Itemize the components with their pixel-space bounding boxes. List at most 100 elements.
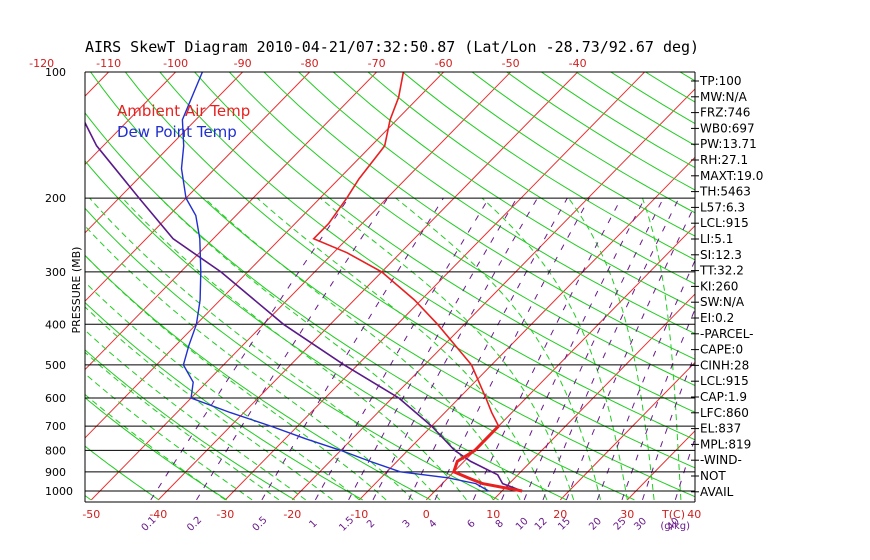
x-tick-label-bottom: -20 (283, 508, 301, 521)
dry-adiabat-line (159, 72, 695, 441)
isotherm-line (85, 72, 444, 439)
mixing-ratio-line (642, 352, 695, 501)
mixing-ratio-line (408, 197, 568, 501)
index-value: LCL:915 (700, 216, 749, 230)
dry-adiabat-line (471, 72, 695, 214)
x-tick-label-top: -80 (301, 57, 319, 70)
dry-adiabat-line (228, 72, 695, 387)
index-value: LFC:860 (700, 406, 749, 420)
x-tick-label-bottom: -30 (216, 508, 234, 521)
x-tick-label-bottom: -50 (82, 508, 100, 521)
isotherm-line (761, 72, 870, 500)
moist-adiabat-line (85, 351, 280, 501)
dry-adiabat-line (124, 72, 695, 469)
parcel-curve (85, 121, 523, 492)
index-value: SI:12.3 (700, 248, 742, 262)
mixing-ratio-line (621, 308, 695, 501)
index-value: TP:100 (699, 74, 742, 88)
x-tick-label-bottom: 10 (486, 508, 500, 521)
y-tick-label: 1000 (45, 485, 73, 498)
isotherm-line (291, 88, 695, 501)
ambient-temp-emphasis (451, 425, 523, 493)
y-tick-label: 300 (45, 266, 66, 279)
mixing-ratio-label: 12 (533, 516, 550, 533)
dry-adiabat-line (298, 72, 695, 335)
index-value: PW:13.71 (700, 137, 757, 151)
moist-adiabats (85, 197, 682, 501)
index-value: CAP:1.9 (700, 390, 747, 404)
moist-adiabat-line (160, 197, 494, 501)
mixing-ratio-line (472, 197, 622, 501)
index-value: TT:32.2 (699, 264, 744, 278)
index-value: SW:N/A (700, 295, 745, 309)
mixing-ratio-line (196, 197, 389, 501)
mixing-ratio-line (501, 197, 646, 501)
mixing-ratio-line (372, 197, 538, 501)
index-value: L57:6.3 (700, 200, 745, 214)
mixing-ratio-line (261, 197, 444, 501)
moist-adiabat-line (319, 197, 575, 501)
mixing-ratio-unit: (g/kg) (660, 521, 690, 532)
dry-adiabat-line (85, 445, 160, 501)
x-tick-label-bottom: 30 (620, 508, 634, 521)
mixing-ratio-label: 6 (465, 518, 477, 530)
moist-adiabat-line (122, 197, 467, 501)
isotherm-line (157, 72, 578, 501)
legend: Ambient Air Temp Dew Point Temp (117, 102, 250, 141)
isotherm-line (559, 361, 695, 501)
dry-adiabat-line (85, 301, 363, 501)
x-tick-label-bottom: 0 (423, 508, 430, 521)
y-tick-label: 800 (45, 444, 66, 457)
chart-title: AIRS SkewT Diagram 2010-04-21/07:32:50.8… (85, 38, 699, 56)
isotherm-line (224, 72, 645, 501)
mixing-ratio-line (596, 259, 695, 501)
x-tick-label-top: -50 (502, 57, 520, 70)
mixing-ratio-label: 30 (632, 516, 649, 533)
y-tick-label: 400 (45, 318, 66, 331)
index-value: MPL:819 (700, 437, 751, 451)
dry-adiabat-line (402, 72, 695, 261)
y-tick-label: 500 (45, 359, 66, 372)
dry-adiabat-line (85, 112, 635, 501)
dry-adiabat-line (332, 72, 695, 310)
index-value: FRZ:746 (700, 106, 750, 120)
mixing-ratio-line (523, 197, 664, 501)
x-axis-unit: T(C) (661, 508, 685, 521)
mixing-ratio-label: 1 (308, 518, 320, 530)
isotherm-line (85, 72, 310, 302)
y-tick-label: 200 (45, 192, 66, 205)
dry-adiabat-line (263, 72, 695, 360)
x-tick-label-top: -90 (234, 57, 252, 70)
moist-adiabat-line (85, 225, 414, 501)
moist-adiabat-line (85, 393, 226, 501)
index-value: KI:260 (700, 279, 738, 293)
index-value: AVAIL (700, 485, 734, 499)
moist-adiabat-line (85, 254, 387, 501)
y-axis-label: PRESSURE (MB) (70, 247, 83, 334)
index-value: EI:0.2 (700, 311, 734, 325)
mixing-ratio-line (434, 197, 590, 501)
moist-adiabat-line (481, 197, 628, 500)
index-value: -PARCEL- (700, 327, 754, 341)
index-value: LI:5.1 (700, 232, 733, 246)
x-tick-label-top: -40 (569, 57, 587, 70)
mixing-ratio-label: 3 (401, 518, 413, 530)
mixing-ratio-line (565, 203, 695, 501)
isotherm-line (85, 72, 176, 166)
moist-adiabat-line (204, 197, 521, 501)
isotherm-line (358, 156, 695, 501)
x-tick-label-bottom: 40 (687, 508, 701, 521)
x-tick-label-top: -60 (435, 57, 453, 70)
moist-adiabat-line (85, 373, 253, 501)
dry-adiabat-line (750, 72, 870, 500)
dry-adiabat-line (85, 254, 431, 501)
mixing-ratio-label: 0.2 (185, 515, 204, 534)
mixing-ratio-label: 8 (494, 518, 506, 530)
dry-adiabat-line (85, 207, 499, 501)
isotherm-line (85, 72, 377, 371)
index-value: WB0:697 (700, 121, 755, 135)
mixing-ratio-line (542, 197, 680, 501)
moist-adiabat-line (85, 281, 360, 501)
moist-adiabat-line (568, 197, 655, 500)
